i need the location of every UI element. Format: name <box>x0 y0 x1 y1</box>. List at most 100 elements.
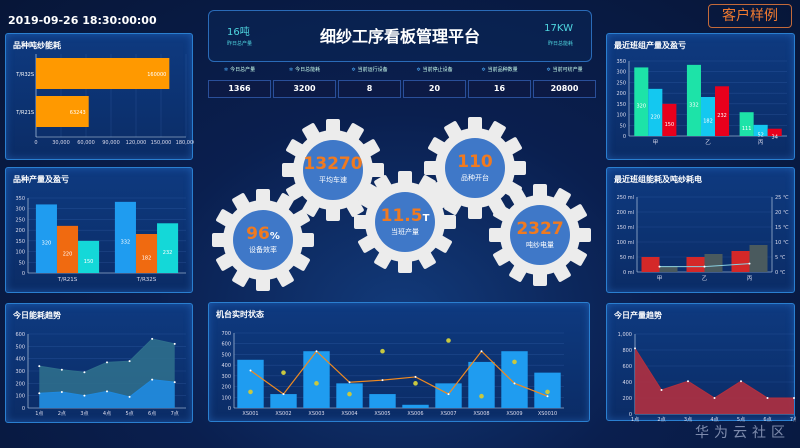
kpi-label: ✲ 当前运行设备 <box>338 66 401 76</box>
bar-data-label: 34 <box>772 134 778 140</box>
gear-metric-2: 11.5T 当班产量 <box>355 206 455 237</box>
x-tick-label: XS004 <box>341 411 357 417</box>
kpi-4: ✲ 当前品种数量 16 <box>468 66 531 98</box>
y-tick-label: 700 <box>221 331 231 337</box>
bar <box>700 97 716 136</box>
bar <box>749 245 768 272</box>
x-tick-label: XS009 <box>506 411 522 417</box>
x-tick-label: T/R32S <box>136 277 157 283</box>
panel-team-energy: 最近班组能耗及吨纱耗电 0 ml 50 ml 100 ml 150 ml 200 ml 25… <box>606 167 795 293</box>
y-tick-label: 200 <box>15 228 25 234</box>
y2-tick-label: 10 ℃ <box>775 240 789 246</box>
watermark: 华为云社区 <box>695 425 790 441</box>
y-tick-label: 250 <box>15 217 25 223</box>
y-tick-label: 350 <box>15 196 25 202</box>
gear-label: 当班产量 <box>391 228 419 236</box>
bar <box>739 112 754 136</box>
y-tick-label: 200 <box>622 396 632 402</box>
kpi-label-text: 当前可纺产量 <box>552 67 583 73</box>
y-tick-label: 200 ml <box>617 210 634 216</box>
kpi-0: ✲ 今日总产量 1366 <box>208 66 271 98</box>
data-point <box>173 342 176 345</box>
bar <box>237 359 264 408</box>
gear-icon: ✲ <box>481 67 486 73</box>
scatter-point <box>446 338 451 343</box>
y2-tick-label: 25 ℃ <box>775 195 789 201</box>
kpi-3: ✲ 当前停止设备 20 <box>403 66 466 98</box>
x-tick-label: XS005 <box>374 411 390 417</box>
x-tick-label: 180,000 <box>176 140 194 146</box>
data-point <box>106 361 108 364</box>
gear-label: 品种开台 <box>461 174 489 182</box>
kpi-label: ✲ 当前品种数量 <box>468 66 531 76</box>
data-point <box>687 380 689 383</box>
line-point <box>414 375 417 378</box>
y-tick-label: 100 <box>221 395 231 401</box>
gear-metric-4: 2327 吨纱电量 <box>490 219 590 250</box>
chart-variety-output: 0 50 100 150 200 250 300 350 T/R21S 320 220 150 T/R3… <box>15 196 186 283</box>
panel-title: 机台实时状态 <box>216 310 264 319</box>
bar <box>114 201 136 273</box>
x-tick-label: T/R21S <box>57 277 78 283</box>
bar <box>686 257 705 272</box>
y-tick-label: 300 <box>616 70 626 76</box>
x-tick-label: XS006 <box>407 411 423 417</box>
y-tick-label: 150 ml <box>617 225 634 231</box>
chart-team-output: 0 50 100 150 200 250 300 350 甲 320 220 150 乙 332 182 23… <box>616 59 787 146</box>
bar <box>468 361 495 408</box>
y-tick-label: 400 <box>15 357 25 363</box>
bar <box>704 254 723 272</box>
gear-icon: ✲ <box>546 67 551 73</box>
kpi-label: ✲ 今日总产量 <box>208 66 271 76</box>
bar <box>78 240 100 273</box>
line-point <box>748 262 751 265</box>
y-tick-label: 100 <box>15 394 25 400</box>
line-point <box>348 381 351 384</box>
line-point <box>447 393 450 396</box>
x-tick-label: 3点 <box>684 417 692 422</box>
line-point <box>480 350 483 353</box>
bar-data-label: 182 <box>142 256 152 262</box>
y-tick-label: 200 <box>15 381 25 387</box>
bar-data-label: 220 <box>63 251 73 257</box>
gear-icon <box>424 117 526 219</box>
gear-label: 吨纱电量 <box>526 241 554 249</box>
gear-value: 13270 <box>303 154 363 174</box>
bar <box>753 124 768 136</box>
line-point <box>546 395 549 398</box>
bar <box>662 103 677 136</box>
chart-machine-status: 0 100 200 300 400 500 600 700 XS001 XS002 XS003 XS0… <box>221 331 564 417</box>
line-point <box>249 369 252 372</box>
kpi-label-text: 今日总能耗 <box>295 67 321 73</box>
y-tick-label: 100 ml <box>617 240 634 246</box>
panel-energy-trend: 今日能耗趋势 0 100 200 300 400 500 600 1点 2点 3点 4点 5点 6点 7点 <box>5 303 193 423</box>
y-tick-label: 600 <box>221 342 231 348</box>
kpi-value: 20 <box>403 80 466 98</box>
bar <box>135 234 158 273</box>
gear-icon: ✲ <box>288 67 294 73</box>
y-tick-label: 300 <box>15 369 25 375</box>
gear-value: 96% <box>246 224 280 244</box>
bar-data-label: 220 <box>651 114 661 120</box>
y-tick-label: 300 <box>15 207 25 213</box>
data-point <box>173 381 176 384</box>
gear-label: 平均车速 <box>319 176 347 184</box>
gear-label: 设备效率 <box>249 246 277 254</box>
y-tick-label: T/R21S <box>15 110 34 116</box>
bar-data-label: 232 <box>163 250 173 256</box>
gear-icon: ✲ <box>416 67 421 73</box>
gear-icon <box>489 184 591 286</box>
bar-data-label: 320 <box>637 104 647 110</box>
x-tick-label: 1点 <box>35 411 43 417</box>
bar-data-label: 63243 <box>70 110 86 116</box>
y-tick-label: 400 <box>622 380 632 386</box>
y-tick-label: 250 ml <box>617 195 634 201</box>
bar-data-label: 150 <box>84 259 94 265</box>
y2-tick-label: 5 ℃ <box>775 255 786 261</box>
y-tick-label: T/R32S <box>15 72 34 78</box>
y-tick-label: 600 <box>622 364 632 370</box>
gear-metric-0: 96% 设备效率 <box>213 224 313 255</box>
datetime: 2019-09-26 18:30:00:00 <box>8 14 157 27</box>
x-tick-label: 丙 <box>747 275 753 282</box>
kpi-label-text: 今日总产量 <box>230 67 256 73</box>
